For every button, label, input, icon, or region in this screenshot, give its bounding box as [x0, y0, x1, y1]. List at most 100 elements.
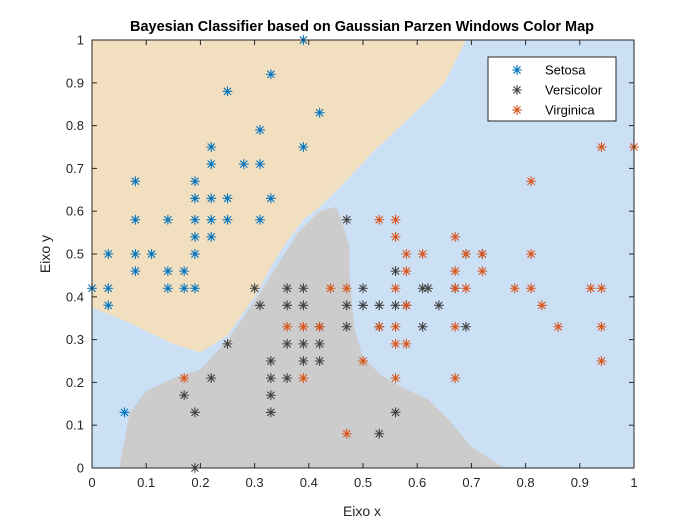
x-tick-label: 0.6 — [408, 475, 426, 490]
virginica-point — [390, 338, 401, 349]
legend: Setosa Versicolor Virginica — [487, 56, 617, 122]
versicolor-point — [222, 338, 233, 349]
x-tick-label: 0.4 — [300, 475, 318, 490]
virginica-point — [585, 283, 596, 294]
versicolor-point — [179, 390, 190, 401]
versicolor-point — [422, 283, 434, 294]
virginica-point — [390, 214, 401, 225]
setosa-point — [179, 283, 190, 294]
x-tick-label: 0.7 — [462, 475, 480, 490]
x-tick-label: 0.3 — [246, 475, 264, 490]
setosa-point — [254, 214, 266, 225]
virginica-point — [341, 283, 352, 294]
setosa-point — [189, 214, 201, 225]
versicolor-point — [390, 300, 401, 311]
virginica-point — [460, 248, 472, 260]
virginica-point — [525, 248, 537, 260]
virginica-point — [525, 283, 537, 294]
virginica-point — [325, 283, 336, 294]
versicolor-point — [298, 338, 309, 349]
series-setosa — [86, 34, 325, 418]
x-tick-label: 0 — [88, 475, 95, 490]
virginica-point — [357, 355, 369, 367]
legend-label: Setosa — [545, 63, 586, 78]
versicolor-point — [254, 300, 266, 311]
y-tick-label: 0.7 — [66, 161, 84, 176]
virginica-point — [450, 321, 461, 332]
setosa-point — [130, 248, 141, 260]
virginica-point — [450, 373, 461, 384]
legend-box — [487, 56, 617, 122]
virginica-point — [401, 248, 412, 260]
x-tick-label: 0.1 — [137, 475, 155, 490]
virginica-point — [390, 321, 401, 332]
versicolor-point — [341, 214, 352, 225]
versicolor-point — [298, 283, 309, 294]
versicolor-point — [282, 283, 293, 294]
setosa-point — [189, 283, 201, 294]
versicolor-point — [265, 373, 276, 384]
virginica-point — [596, 141, 607, 153]
versicolor-point — [265, 355, 276, 367]
virginica-point — [390, 231, 401, 242]
x-tick-label: 0.5 — [354, 475, 372, 490]
virginica-point — [179, 373, 190, 384]
versicolor-region — [119, 206, 504, 468]
legend-entry-virginica: Virginica — [511, 103, 595, 118]
setosa-point — [298, 141, 309, 153]
y-tick-label: 0.8 — [66, 118, 84, 133]
virginica-point — [401, 338, 412, 349]
setosa-point — [179, 266, 190, 277]
legend-label: Virginica — [545, 103, 595, 118]
versicolor-point — [298, 300, 309, 311]
versicolor-point — [357, 283, 369, 294]
x-tick-label: 1 — [630, 475, 637, 490]
virginica-point — [553, 321, 564, 332]
legend-label: Versicolor — [545, 83, 603, 98]
setosa-point — [130, 176, 141, 187]
versicolor-point — [314, 338, 325, 349]
versicolor-point — [374, 428, 385, 439]
versicolor-point — [282, 373, 293, 384]
virginica-point — [390, 283, 401, 294]
virginica-point — [596, 283, 607, 294]
setosa-point — [119, 407, 130, 418]
versicolor-point — [390, 407, 401, 418]
setosa-point — [103, 283, 114, 294]
setosa-point — [130, 214, 141, 225]
versicolor-point — [433, 300, 444, 311]
versicolor-point — [417, 321, 428, 332]
setosa-point — [265, 69, 276, 80]
y-tick-label: 0.5 — [66, 247, 84, 262]
virginica-point — [314, 321, 325, 332]
setosa-point — [206, 231, 217, 242]
setosa-point — [222, 86, 233, 97]
legend-marker — [511, 64, 523, 76]
virginica-point — [298, 321, 309, 332]
setosa-point — [206, 159, 217, 170]
setosa-point — [238, 159, 249, 170]
setosa-point — [189, 231, 201, 242]
virginica-point — [450, 231, 461, 242]
y-tick-label: 0.1 — [66, 418, 84, 433]
setosa-point — [130, 266, 141, 277]
setosa-point — [162, 283, 173, 294]
setosa-point — [189, 248, 201, 260]
y-tick-label: 0.6 — [66, 204, 84, 219]
setosa-point — [103, 248, 114, 260]
setosa-point — [206, 141, 217, 153]
y-tick-label: 0.4 — [66, 289, 84, 304]
setosa-point — [206, 214, 217, 225]
setosa-point — [314, 107, 325, 118]
setosa-point — [103, 300, 114, 311]
versicolor-point — [341, 300, 352, 311]
setosa-point — [254, 124, 266, 135]
x-tick-label: 0.2 — [191, 475, 209, 490]
virginica-point — [536, 300, 547, 311]
setosa-point — [162, 266, 173, 277]
versicolor-point — [265, 390, 276, 401]
versicolor-point — [206, 373, 217, 384]
setosa-point — [189, 193, 201, 204]
y-tick-label: 0.3 — [66, 332, 84, 347]
